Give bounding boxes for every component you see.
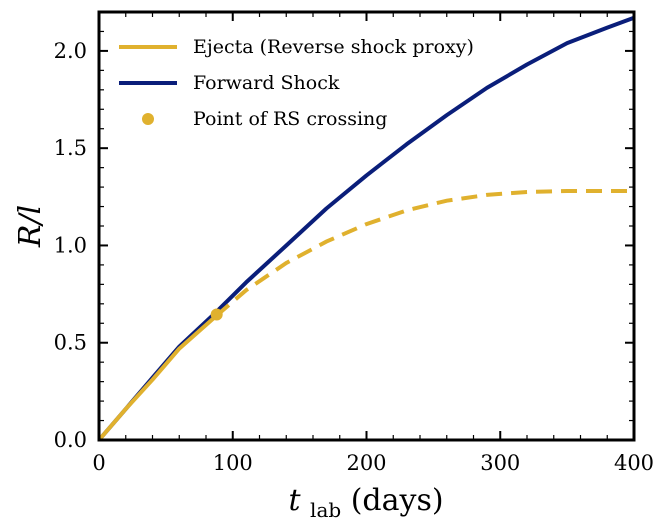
legend: Ejecta (Reverse shock proxy) Forward Shoc… xyxy=(119,36,474,130)
legend-entry-rs-crossing: Point of RS crossing xyxy=(142,108,387,130)
y-tick-label: 1.5 xyxy=(54,136,87,160)
x-axis-label-unit: (days) xyxy=(351,483,444,518)
x-tick-label: 400 xyxy=(614,451,654,475)
plot-frame xyxy=(97,10,636,442)
legend-label: Point of RS crossing xyxy=(193,108,387,130)
y-tick-label: 0.5 xyxy=(54,331,87,355)
x-axis-label: t lab (days) xyxy=(288,483,443,522)
series-line-ejecta-dashed xyxy=(215,189,634,318)
legend-swatch xyxy=(142,113,154,125)
legend-entry-forward-shock: Forward Shock xyxy=(119,72,340,94)
legend-label: Forward Shock xyxy=(193,72,340,94)
y-tick-label: 1.0 xyxy=(54,233,87,257)
series-layer xyxy=(97,15,635,442)
legend-entry-ejecta: Ejecta (Reverse shock proxy) xyxy=(119,36,474,58)
rs-crossing-marker xyxy=(210,308,223,321)
x-tick-label: 300 xyxy=(480,451,520,475)
x-tick-label: 100 xyxy=(213,451,253,475)
tick-labels: 0 100 200 300 400 0.0 0.5 1.0 1.5 2.0 xyxy=(54,39,654,475)
legend-label: Ejecta (Reverse shock proxy) xyxy=(193,36,474,58)
y-tick-label: 0.0 xyxy=(54,428,87,452)
series-line-ejecta-solid xyxy=(97,314,219,442)
x-tick-label: 0 xyxy=(92,451,105,475)
x-tick-label: 200 xyxy=(346,451,386,475)
y-axis-label: R/l xyxy=(13,205,48,248)
y-tick-label: 2.0 xyxy=(54,39,87,63)
x-axis-label-main: t xyxy=(288,483,301,518)
x-axis-label-sub: lab xyxy=(310,498,341,522)
